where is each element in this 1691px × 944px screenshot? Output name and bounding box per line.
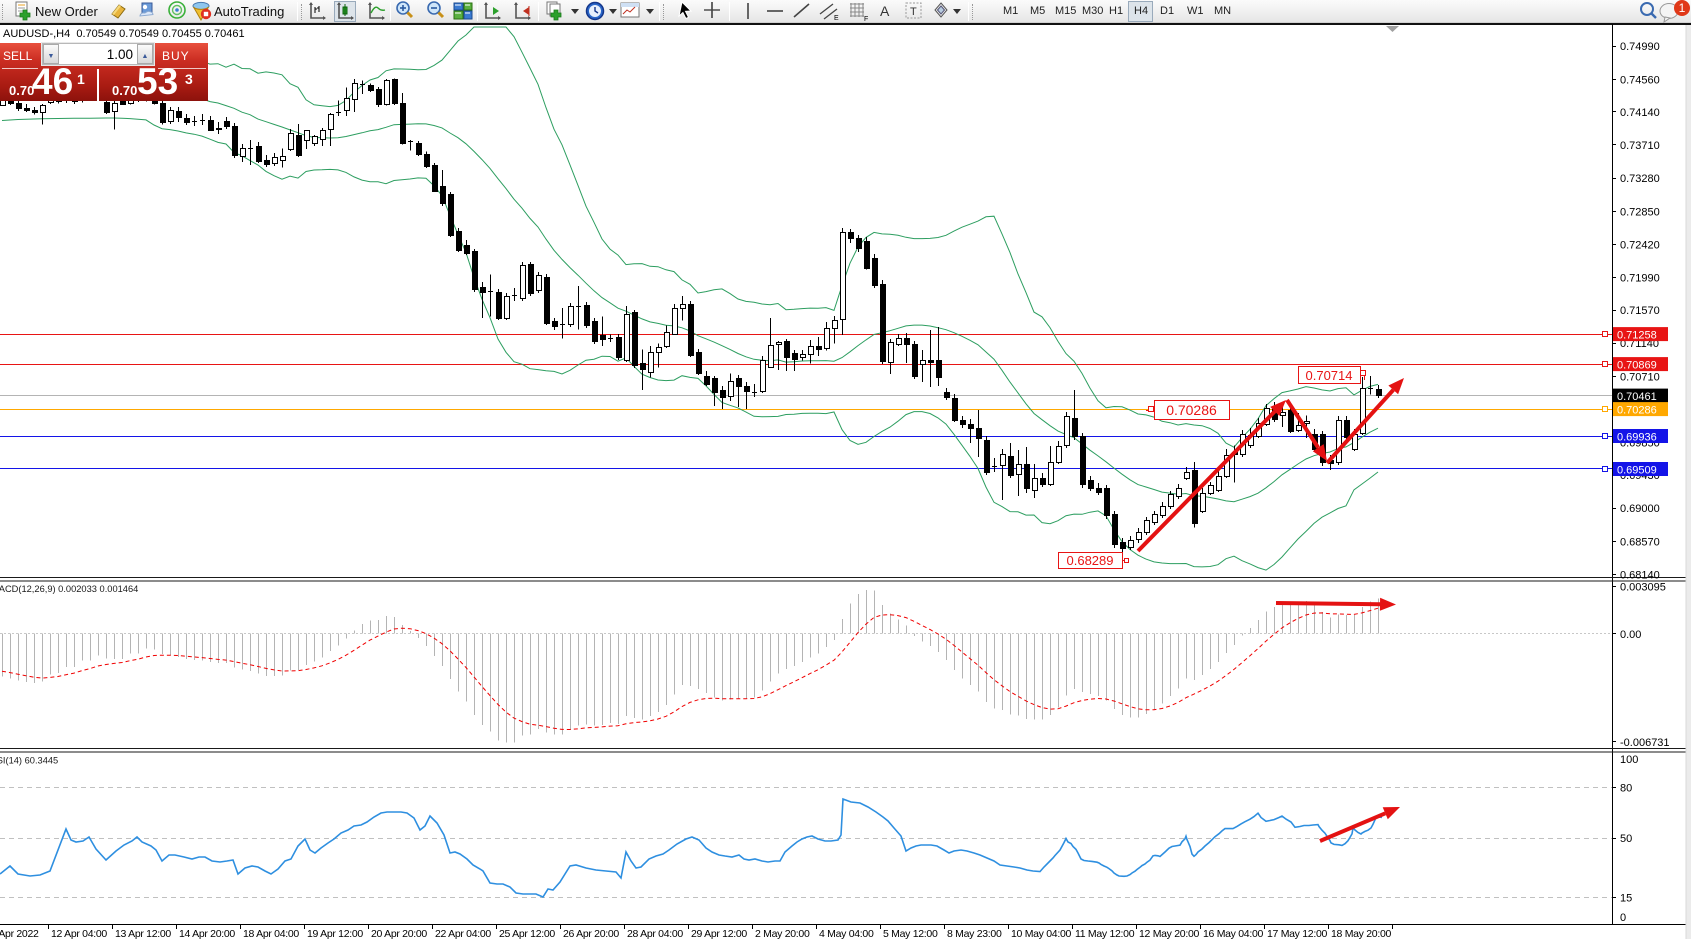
svg-text:8 May 23:00: 8 May 23:00 bbox=[947, 928, 1002, 939]
svg-text:0.69936: 0.69936 bbox=[1617, 432, 1657, 444]
svg-text:0.71258: 0.71258 bbox=[1617, 330, 1657, 342]
svg-text:0.71990: 0.71990 bbox=[1620, 273, 1660, 285]
svg-text:2 May 20:00: 2 May 20:00 bbox=[755, 928, 810, 939]
svg-text:16 May 04:00: 16 May 04:00 bbox=[1203, 928, 1263, 939]
svg-text:0.74560: 0.74560 bbox=[1620, 74, 1660, 86]
svg-text:10 May 04:00: 10 May 04:00 bbox=[1011, 928, 1071, 939]
svg-text:4 May 04:00: 4 May 04:00 bbox=[819, 928, 874, 939]
svg-text:0.74990: 0.74990 bbox=[1620, 41, 1660, 53]
svg-text:1: 1 bbox=[1679, 1, 1686, 15]
svg-text:0.70714: 0.70714 bbox=[1306, 368, 1353, 383]
svg-text:26 Apr 20:00: 26 Apr 20:00 bbox=[563, 928, 619, 939]
svg-text:17 May 12:00: 17 May 12:00 bbox=[1267, 928, 1327, 939]
svg-text:0.68570: 0.68570 bbox=[1620, 536, 1660, 548]
svg-text:29 Apr 12:00: 29 Apr 12:00 bbox=[691, 928, 747, 939]
svg-text:20 Apr 20:00: 20 Apr 20:00 bbox=[371, 928, 427, 939]
svg-text:28 Apr 04:00: 28 Apr 04:00 bbox=[627, 928, 683, 939]
svg-text:F: F bbox=[864, 16, 868, 23]
svg-text:0.72420: 0.72420 bbox=[1620, 239, 1660, 251]
svg-text:0.00: 0.00 bbox=[1620, 629, 1641, 641]
svg-text:0.70286: 0.70286 bbox=[1617, 405, 1657, 417]
svg-text:14 Apr 20:00: 14 Apr 20:00 bbox=[179, 928, 235, 939]
svg-text:18 Apr 04:00: 18 Apr 04:00 bbox=[243, 928, 299, 939]
svg-text:RSI(14) 60.3445: RSI(14) 60.3445 bbox=[0, 756, 58, 766]
svg-text:0: 0 bbox=[1620, 912, 1626, 924]
svg-text:T: T bbox=[910, 6, 917, 18]
svg-text:-0.006731: -0.006731 bbox=[1620, 737, 1670, 749]
svg-text:0.70286: 0.70286 bbox=[1166, 402, 1217, 418]
svg-text:0.69509: 0.69509 bbox=[1617, 465, 1657, 477]
svg-text:0.003095: 0.003095 bbox=[1620, 582, 1666, 594]
svg-text:0.70461: 0.70461 bbox=[1617, 391, 1657, 403]
svg-text:15: 15 bbox=[1620, 893, 1632, 905]
svg-text:0.72850: 0.72850 bbox=[1620, 206, 1660, 218]
svg-text:0.68289: 0.68289 bbox=[1067, 553, 1114, 568]
svg-text:18 May 20:00: 18 May 20:00 bbox=[1331, 928, 1391, 939]
svg-text:0.73710: 0.73710 bbox=[1620, 140, 1660, 152]
svg-text:22 Apr 04:00: 22 Apr 04:00 bbox=[435, 928, 491, 939]
svg-text:19 Apr 12:00: 19 Apr 12:00 bbox=[307, 928, 363, 939]
svg-text:13 Apr 12:00: 13 Apr 12:00 bbox=[115, 928, 171, 939]
svg-text:12 May 20:00: 12 May 20:00 bbox=[1139, 928, 1199, 939]
svg-text:0.70710: 0.70710 bbox=[1620, 371, 1660, 383]
svg-text:E: E bbox=[834, 15, 839, 22]
svg-text:12 Apr 04:00: 12 Apr 04:00 bbox=[51, 928, 107, 939]
svg-text:0.71570: 0.71570 bbox=[1620, 305, 1660, 317]
svg-text:25 Apr 12:00: 25 Apr 12:00 bbox=[499, 928, 555, 939]
svg-text:0.68140: 0.68140 bbox=[1620, 570, 1660, 582]
svg-text:11 Apr 2022: 11 Apr 2022 bbox=[0, 928, 39, 939]
svg-text:80: 80 bbox=[1620, 782, 1632, 794]
svg-text:0.73280: 0.73280 bbox=[1620, 173, 1660, 185]
svg-text:11 May 12:00: 11 May 12:00 bbox=[1075, 928, 1135, 939]
svg-text:AUDUSD-,H4 0.70549 0.70549 0.: AUDUSD-,H4 0.70549 0.70549 0.70455 0.704… bbox=[3, 28, 245, 40]
svg-text:0.70869: 0.70869 bbox=[1617, 360, 1657, 372]
svg-text:50: 50 bbox=[1620, 833, 1632, 845]
svg-text:MACD(12,26,9) 0.002033 0.00146: MACD(12,26,9) 0.002033 0.001464 bbox=[0, 584, 138, 594]
svg-text:0.74140: 0.74140 bbox=[1620, 107, 1660, 119]
svg-text:5 May 12:00: 5 May 12:00 bbox=[883, 928, 938, 939]
svg-text:0.71140: 0.71140 bbox=[1620, 338, 1659, 350]
svg-text:100: 100 bbox=[1620, 754, 1638, 766]
svg-text:0.69000: 0.69000 bbox=[1620, 503, 1660, 515]
